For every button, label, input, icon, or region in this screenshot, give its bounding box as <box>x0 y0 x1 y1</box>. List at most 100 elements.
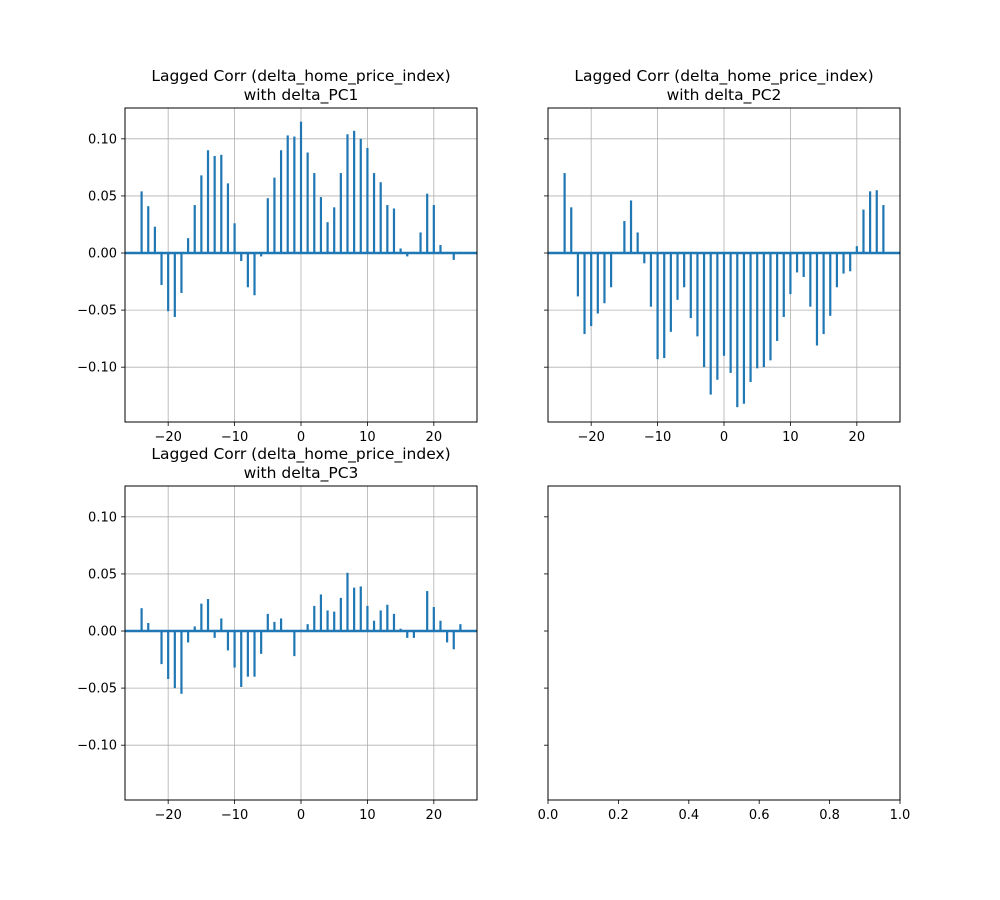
bar-mark <box>386 205 389 254</box>
x-tick-label: 10 <box>782 430 799 445</box>
bar-mark <box>153 226 156 254</box>
bar-mark <box>446 631 449 643</box>
bar-mark <box>742 253 746 404</box>
x-tick-label: 0.6 <box>749 808 770 823</box>
bar-mark <box>186 631 190 643</box>
x-tick-label: −20 <box>577 430 604 445</box>
bar-mark <box>563 173 566 254</box>
bar-mark <box>609 253 613 288</box>
bar-mark <box>140 191 143 254</box>
bar-mark <box>815 253 819 346</box>
x-tick-label: 0 <box>720 430 728 445</box>
bar-mark <box>570 207 573 254</box>
bar-mark <box>160 631 163 665</box>
x-tick-label: 10 <box>359 430 376 445</box>
bar-mark <box>220 154 223 254</box>
bar-mark <box>372 173 376 254</box>
bar-mark <box>226 183 230 254</box>
bar-mark <box>656 253 659 360</box>
x-tick-label: 0 <box>297 430 305 445</box>
x-tick-label: −10 <box>221 430 248 445</box>
bar-mark <box>372 620 376 632</box>
bar-mark <box>426 193 429 254</box>
bar-mark <box>809 253 812 307</box>
x-tick-label: −10 <box>221 808 248 823</box>
bar-mark <box>636 232 639 254</box>
y-tick-label: 0.10 <box>88 510 117 525</box>
bar-mark <box>260 631 263 654</box>
bar-mark <box>313 605 316 632</box>
bar-mark <box>226 631 230 651</box>
bar-mark <box>822 253 825 335</box>
bar-mark <box>260 253 263 257</box>
bar-mark <box>319 594 323 632</box>
bar-mark <box>683 253 686 288</box>
bar-mark <box>802 253 805 277</box>
bar-mark <box>240 253 243 262</box>
bar-mark <box>353 130 356 254</box>
bar-mark <box>200 603 203 632</box>
bar-mark <box>206 150 210 254</box>
x-tick-label: 0.0 <box>538 808 559 823</box>
bar-mark <box>339 173 342 254</box>
bar-mark <box>452 253 455 260</box>
y-tick-label: 0.00 <box>88 625 117 640</box>
bar-mark <box>399 248 402 254</box>
bar-mark <box>346 134 349 254</box>
x-tick-label: 1.0 <box>890 808 911 823</box>
bar-mark <box>603 253 606 304</box>
bar-mark <box>253 253 256 296</box>
bar-mark <box>319 197 323 254</box>
bar-mark <box>173 631 176 689</box>
bar-mark <box>776 253 779 341</box>
bar-mark <box>849 253 852 272</box>
subplot-title-line2: with delta_PC2 <box>667 86 782 105</box>
subplot-title-line1: Lagged Corr (delta_home_price_index) <box>151 445 450 464</box>
bar-mark <box>669 253 672 332</box>
bar-mark <box>875 190 878 254</box>
bar-mark <box>729 253 732 373</box>
bar-mark <box>676 253 679 300</box>
bar-mark <box>246 631 249 677</box>
bar-mark <box>266 198 269 254</box>
y-tick-label: 0.10 <box>88 132 117 147</box>
bar-mark <box>233 223 236 254</box>
bar-mark <box>649 253 653 307</box>
bar-mark <box>439 245 442 254</box>
bar-mark <box>749 253 752 383</box>
bar-mark <box>293 631 296 657</box>
bar-mark <box>782 253 785 317</box>
bar-mark <box>326 610 329 632</box>
y-tick-label: 0.00 <box>88 247 117 262</box>
x-tick-label: 10 <box>359 808 376 823</box>
subplot-empty: 0.0 0.2 0.4 0.6 0.8 1.0 <box>538 485 911 823</box>
bar-mark <box>333 207 336 254</box>
bar-mark <box>326 222 329 254</box>
bar-mark <box>246 253 249 288</box>
bar-mark <box>147 623 150 632</box>
bar-mark <box>233 631 236 668</box>
bar-mark <box>353 587 356 632</box>
bar-mark <box>359 586 362 632</box>
bar-mark <box>200 175 203 254</box>
subplot-pc1: −20 −10 0 10 20 −0.10 −0.05 0.00 0.05 0.10 Lagged … <box>77 67 478 445</box>
bar-mark <box>696 253 699 337</box>
bar-mark <box>273 177 276 254</box>
bar-mark <box>339 597 342 632</box>
bar-mark <box>220 618 223 632</box>
subplot-title-line1: Lagged Corr (delta_home_price_index) <box>151 67 450 86</box>
bar-mark <box>452 631 455 650</box>
bar-mark <box>426 591 429 632</box>
bar-mark <box>167 631 170 679</box>
bar-mark <box>206 599 210 632</box>
bar-mark <box>180 631 183 694</box>
bar-mark <box>167 253 170 312</box>
bar-mark <box>583 253 586 335</box>
bar-mark <box>386 604 389 632</box>
bar-mark <box>862 209 865 254</box>
bar-mark <box>716 253 719 380</box>
bar-mark <box>419 232 422 254</box>
bar-mark <box>306 152 309 254</box>
bar-mark <box>590 253 593 327</box>
